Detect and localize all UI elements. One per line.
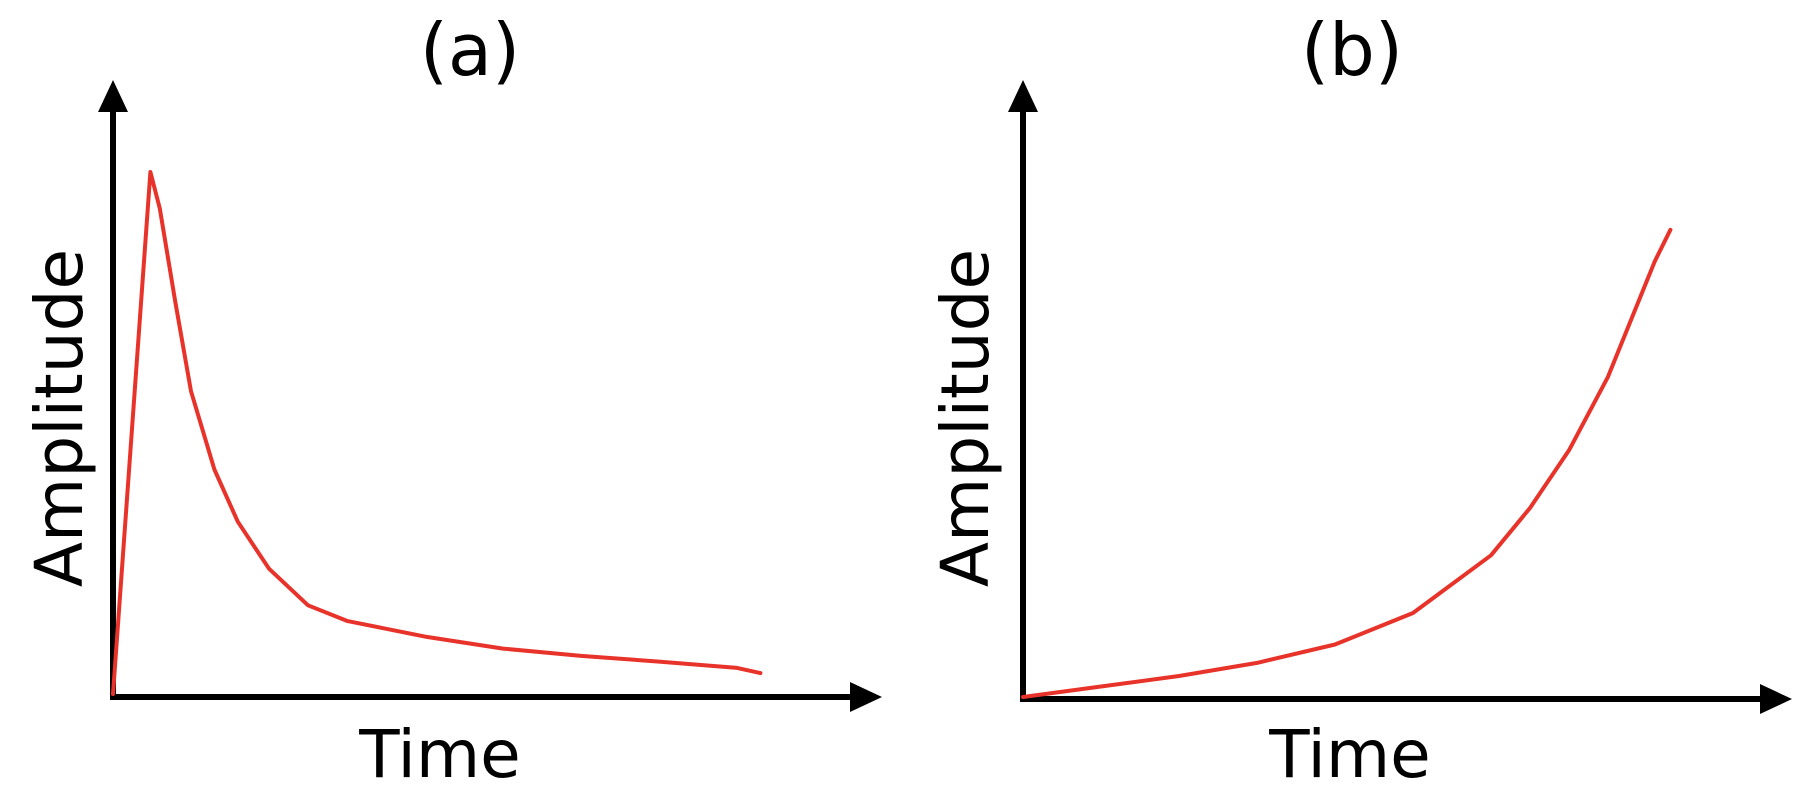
panel-a-series-line xyxy=(111,170,763,696)
panel-b: (b) Time Amplitude xyxy=(927,8,1792,793)
panel-b-title: (b) xyxy=(1301,8,1403,92)
panel-b-x-arrow xyxy=(1760,684,1792,714)
panel-a-x-label: Time xyxy=(358,716,521,793)
panel-a-y-label: Amplitude xyxy=(21,249,98,587)
panel-b-y-arrow xyxy=(1008,80,1038,112)
panel-a-x-arrow xyxy=(850,682,882,712)
panel-a: (a) Time Amplitude xyxy=(21,8,882,793)
panel-a-y-arrow xyxy=(98,80,128,112)
panel-a-title: (a) xyxy=(420,8,520,92)
panel-b-x-label: Time xyxy=(1268,716,1431,793)
panel-b-y-label: Amplitude xyxy=(927,249,1004,587)
panel-b-series-line xyxy=(1021,227,1673,699)
